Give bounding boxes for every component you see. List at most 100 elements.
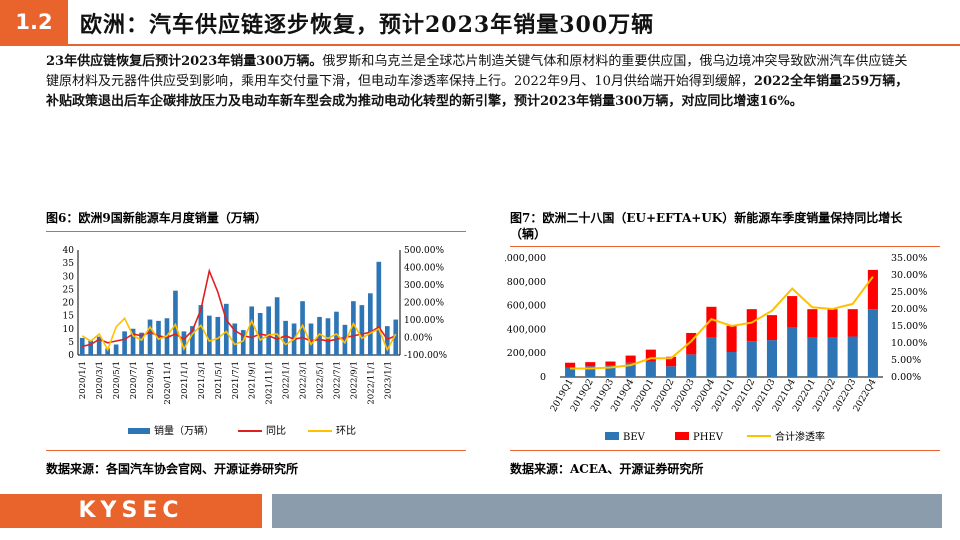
fig7-bar-bev xyxy=(807,337,818,377)
fig6-bar xyxy=(249,306,255,355)
fig7-bar-bev xyxy=(585,366,596,377)
intro-bold-1: 23年供应链恢复后预计2023年销量300万辆。 xyxy=(46,54,323,69)
fig6-x-tick-label: 2022/3/1 xyxy=(299,361,309,399)
fig7-right-tick-label: 25.00% xyxy=(891,287,927,298)
page-header: 1.2 欧洲：汽车供应链逐步恢复，预计2023年销量300万辆 xyxy=(0,0,960,46)
fig7-bar-bev xyxy=(706,337,717,377)
fig7-bar-phev xyxy=(746,309,757,342)
section-number: 1.2 xyxy=(0,0,68,44)
fig7-bar-phev xyxy=(625,355,636,363)
fig7-left-tick-label: 400,000 xyxy=(507,324,546,335)
intro-bold-2: 2022全年销量259万辆，补贴政策退出后车企碳排放压力及电动车新车型会成为推动… xyxy=(46,74,909,109)
fig6-x-tick-label: 2021/1/1 xyxy=(180,361,190,399)
fig7-bar-bev xyxy=(565,367,576,377)
fig6-divider-top xyxy=(46,231,466,232)
fig6-x-tick-label: 2022/11/1 xyxy=(366,361,376,405)
fig6-bar xyxy=(325,318,331,355)
footer-bar xyxy=(272,494,942,528)
fig6-x-tick-label: 2020/3/1 xyxy=(95,361,105,399)
fig6-x-tick-label: 2020/9/1 xyxy=(146,361,156,399)
fig6-bar xyxy=(351,301,356,355)
fig7-bar-bev xyxy=(625,362,636,377)
fig7-legend-swatch-bev xyxy=(605,432,619,440)
fig6-legend-swatch-sales xyxy=(128,428,150,434)
fig7-right-tick-label: 30.00% xyxy=(891,270,927,281)
fig7-bar-bev xyxy=(746,341,757,377)
fig7-source: 数据来源：ACEA、开源证券研究所 xyxy=(510,462,704,476)
fig6-chart: 0 5 10 15 20 25 30 35 40 -100.00% 0.00% 100.00% 200.… xyxy=(63,246,448,437)
fig6-bar xyxy=(368,293,373,355)
section-title: 欧洲：汽车供应链逐步恢复，预计2023年销量300万辆 xyxy=(80,12,655,38)
fig7-bar-bev xyxy=(827,337,838,377)
fig6-bar xyxy=(223,303,229,355)
fig6-left-tick-label: 20 xyxy=(63,299,75,309)
fig7-divider-top xyxy=(510,246,940,247)
fig6-x-tick-label: 2021/7/1 xyxy=(231,361,241,399)
fig7-bar-bev xyxy=(645,361,656,377)
fig6-bar xyxy=(232,323,238,355)
fig6-bar xyxy=(393,319,399,355)
fig6-bar xyxy=(342,324,348,355)
fig6-bar xyxy=(88,340,94,355)
fig6-x-tick-label: 2023/1/1 xyxy=(383,361,393,399)
fig6-bar xyxy=(240,330,246,355)
fig6-right-tick-label: 500.00% xyxy=(404,246,444,256)
kysec-logo: KYSEC xyxy=(0,494,262,528)
fig6-bar xyxy=(215,316,221,355)
fig7-left-tick-label: 800,000 xyxy=(507,277,546,288)
fig6-x-tick-label: 2021/3/1 xyxy=(197,361,207,399)
fig6-x-tick-label: 2021/9/1 xyxy=(248,361,258,399)
fig6-bar xyxy=(113,344,119,355)
fig6-bar xyxy=(122,331,127,355)
fig7-bar-phev xyxy=(686,332,697,355)
intro-paragraph: 23年供应链恢复后预计2023年销量300万辆。俄罗斯和乌克兰是全球芯片制造关键… xyxy=(46,52,914,112)
fig7-bar-phev xyxy=(827,309,838,338)
fig7-right-tick-label: 0.00% xyxy=(891,372,921,383)
fig6-divider-bottom xyxy=(46,450,466,451)
fig6-x-tick-label: 2020/5/1 xyxy=(112,361,122,399)
fig6-left-tick-label: 35 xyxy=(63,259,75,269)
fig6-source: 数据来源：各国汽车协会官网、开源证券研究所 xyxy=(46,462,299,476)
intro-text-1: 俄罗斯和乌克兰是全球芯片制造关键气体和原材料的重要供应国，俄乌边境冲突导致欧洲汽… xyxy=(46,54,908,89)
fig6-bar xyxy=(283,320,288,355)
fig6-legend-mom: 环比 xyxy=(336,425,356,437)
fig7-title: 图7：欧洲二十八国（EU+EFTA+UK）新能源车季度销量保持同比增长（辆） xyxy=(510,211,903,241)
fig6-right-tick-label: -100.00% xyxy=(404,351,448,361)
fig6-right-tick-label: 300.00% xyxy=(404,281,444,291)
fig7-bar-phev xyxy=(565,362,576,368)
fig6-x-tick-label: 2022/5/1 xyxy=(316,361,326,399)
fig6-right-tick-label: 0.00% xyxy=(404,334,433,344)
fig7-left-tick-label: 600,000 xyxy=(507,301,546,312)
fig6-bar xyxy=(207,315,212,355)
fig7-bar-bev xyxy=(605,365,616,377)
fig6-x-tick-label: 2021/11/1 xyxy=(265,361,275,405)
fig7-divider-bottom xyxy=(510,450,940,451)
header-divider xyxy=(0,44,960,46)
fig6-bar xyxy=(190,326,195,355)
fig7-bar-bev xyxy=(726,352,737,377)
fig7-right-tick-label: 10.00% xyxy=(891,338,927,349)
fig7-chart: 0 200,000 400,000 600,000 800,000 1,000,000 0.… xyxy=(505,253,927,443)
fig7-bar-bev xyxy=(686,354,697,377)
fig7-left-tick-label: 1,000,000 xyxy=(505,253,546,264)
fig7-bar-phev xyxy=(787,296,798,328)
fig7-bar-bev xyxy=(867,309,878,377)
fig7-bar-bev xyxy=(787,327,798,377)
fig6-bar xyxy=(130,328,136,355)
fig7-bar-phev xyxy=(726,325,737,353)
fig7-right-tick-label: 20.00% xyxy=(891,304,927,315)
fig6-left-tick-label: 0 xyxy=(68,351,74,361)
fig7-bar-phev xyxy=(605,361,616,366)
fig6-x-tick-label: 2022/1/1 xyxy=(282,361,292,399)
fig6-bar xyxy=(139,332,144,355)
fig7-left-tick-label: 0 xyxy=(540,372,546,383)
fig6-bar xyxy=(105,348,110,355)
fig6-x-tick-label: 2020/11/1 xyxy=(163,361,173,405)
fig6-bar xyxy=(96,336,102,355)
fig6-x-tick-label: 2020/1/1 xyxy=(78,361,88,399)
fig7-legend-penetration: 合计渗透率 xyxy=(775,430,825,443)
fig6-yoy-line xyxy=(82,268,397,348)
fig6-right-tick-label: 400.00% xyxy=(404,264,444,274)
fig6-bar xyxy=(266,306,271,355)
fig6-left-tick-label: 40 xyxy=(63,246,75,256)
